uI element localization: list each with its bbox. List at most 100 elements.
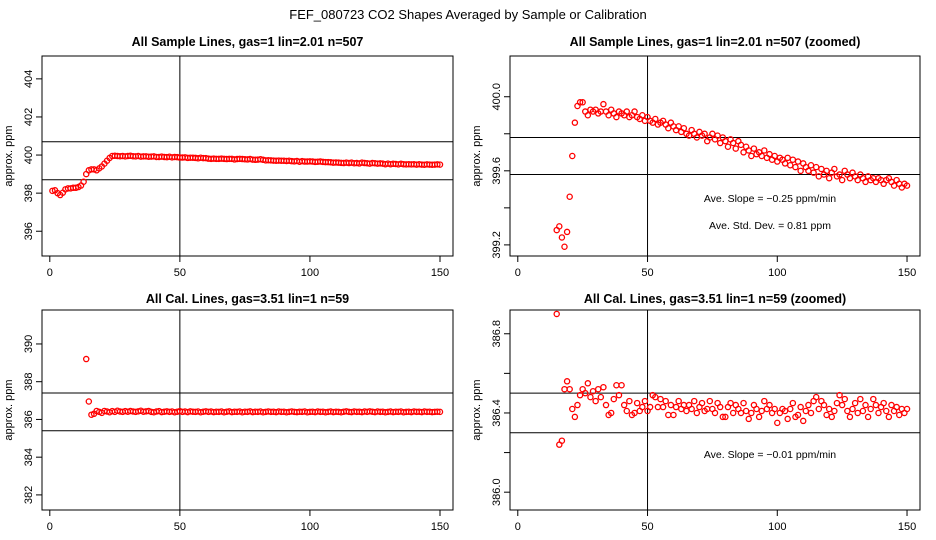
data-point [652,393,659,401]
data-point [794,411,802,419]
data-point [761,147,768,154]
data-point [675,397,682,405]
data-point [654,403,662,411]
data-point [561,243,568,250]
x-tick-label: 100 [768,267,786,279]
data-point [631,409,638,417]
data-point [742,407,750,415]
data-point [802,407,810,415]
data-point [680,124,688,132]
data-point [436,161,444,168]
data-point [740,149,747,156]
y-tick-label: 388 [23,373,35,391]
data-point [556,223,563,230]
data-point [631,108,638,115]
data-point [859,407,867,415]
data-point [680,401,688,409]
data-point [740,399,747,407]
data-point [563,228,571,236]
data-point [584,380,592,387]
data-point [761,397,768,405]
annotation: Ave. Std. Dev. = 0.81 ppm [709,220,831,232]
data-point [602,401,610,409]
x-tick-label: 100 [301,521,319,533]
data-point [49,187,56,195]
data-point [716,403,724,411]
x-tick-label: 0 [47,521,53,533]
x-tick-label: 0 [515,521,521,533]
data-point [623,108,631,115]
data-point [883,407,890,415]
data-point [592,397,599,405]
data-point [818,165,825,173]
data-point [719,413,727,421]
data-point [789,399,797,407]
data-point [753,405,760,413]
data-point [657,395,664,403]
data-point [880,399,887,407]
data-points [553,310,911,448]
x-tick-label: 150 [898,521,916,533]
data-point [667,401,675,409]
data-point [711,409,719,417]
panel-title: All Cal. Lines, gas=3.51 lin=1 n=59 [146,292,349,306]
data-point [576,391,584,399]
y-axis-label: approx. ppm [3,125,15,186]
data-point [600,383,607,391]
data-point [787,162,794,169]
data-point [888,401,895,409]
data-point [569,152,576,160]
data-point [854,409,861,417]
data-point [833,399,841,407]
data-point [732,145,740,152]
data-point [597,393,605,401]
data-point [805,401,812,409]
data-point [750,145,758,152]
data-point [724,143,732,150]
y-tick-label: 386.0 [491,478,503,506]
annotation: Ave. Slope = −0.01 ppm/min [704,449,836,461]
data-point [693,409,701,417]
y-axis-label: approx. ppm [3,379,15,440]
data-point [755,413,763,421]
data-point [784,154,791,162]
y-tick-label: 386.8 [491,320,503,348]
data-point [722,413,729,421]
data-point [862,401,869,409]
data-point [706,397,714,405]
data-point [774,419,781,427]
data-point [844,407,851,415]
data-point [838,401,846,409]
data-point [561,385,568,393]
data-point [434,408,441,415]
panels: All Sample Lines, gas=1 lin=2.01 n=507 0 5… [3,35,921,533]
y-tick-label: 386 [23,410,35,428]
data-point [825,405,833,413]
data-point [665,411,672,419]
data-point [610,395,618,403]
data-point [758,407,765,415]
x-tick-label: 50 [641,521,653,533]
data-point [618,381,625,389]
x-tick-label: 100 [301,267,319,279]
data-point [589,387,597,395]
data-point [659,403,667,411]
data-point [797,167,804,175]
plot-frame [509,55,921,257]
data-point [812,163,820,171]
plot-frame [509,309,921,511]
data-point [566,193,573,200]
data-point [895,411,903,419]
data-point [807,162,815,169]
figure-title: FEF_080723 CO2 Shapes Averaged by Sample… [289,7,646,22]
data-point [571,119,579,126]
data-point [781,407,789,415]
data-point [584,112,592,119]
data-point [825,174,833,182]
data-point [582,389,589,397]
data-point [646,403,654,411]
data-point [903,182,911,189]
data-point [836,171,843,178]
data-point [662,397,669,405]
plot-frame [41,309,454,511]
